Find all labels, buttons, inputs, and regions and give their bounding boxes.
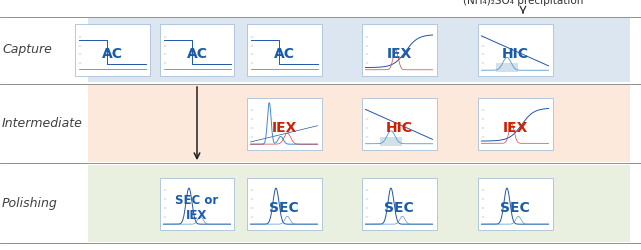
Text: Intermediate: Intermediate xyxy=(2,117,83,130)
Text: HIC: HIC xyxy=(385,121,413,135)
Text: Capture: Capture xyxy=(2,44,52,57)
Text: SEC: SEC xyxy=(500,201,530,215)
Text: IEX: IEX xyxy=(387,47,412,61)
Text: AC: AC xyxy=(274,47,294,61)
FancyBboxPatch shape xyxy=(247,178,322,230)
FancyBboxPatch shape xyxy=(362,24,437,76)
Text: SEC: SEC xyxy=(269,201,299,215)
FancyBboxPatch shape xyxy=(247,98,322,150)
FancyBboxPatch shape xyxy=(160,24,235,76)
Bar xyxy=(496,63,519,72)
Text: (NH₄)₂SO₄ precipitation: (NH₄)₂SO₄ precipitation xyxy=(463,0,583,6)
Text: AC: AC xyxy=(187,47,208,61)
Text: AC: AC xyxy=(101,47,122,61)
Text: IEX: IEX xyxy=(503,121,528,135)
Text: HIC: HIC xyxy=(501,47,528,61)
FancyBboxPatch shape xyxy=(362,178,437,230)
Bar xyxy=(380,137,403,145)
FancyBboxPatch shape xyxy=(478,98,553,150)
FancyBboxPatch shape xyxy=(74,24,149,76)
FancyBboxPatch shape xyxy=(160,178,235,230)
Text: IEX: IEX xyxy=(271,121,297,135)
FancyBboxPatch shape xyxy=(247,24,322,76)
Text: SEC: SEC xyxy=(384,201,414,215)
FancyBboxPatch shape xyxy=(478,178,553,230)
FancyBboxPatch shape xyxy=(478,24,553,76)
Text: Polishing: Polishing xyxy=(2,197,58,210)
Bar xyxy=(88,165,630,242)
Bar xyxy=(88,18,630,82)
Bar xyxy=(88,85,630,162)
FancyBboxPatch shape xyxy=(362,98,437,150)
Text: SEC or
IEX: SEC or IEX xyxy=(176,194,219,222)
